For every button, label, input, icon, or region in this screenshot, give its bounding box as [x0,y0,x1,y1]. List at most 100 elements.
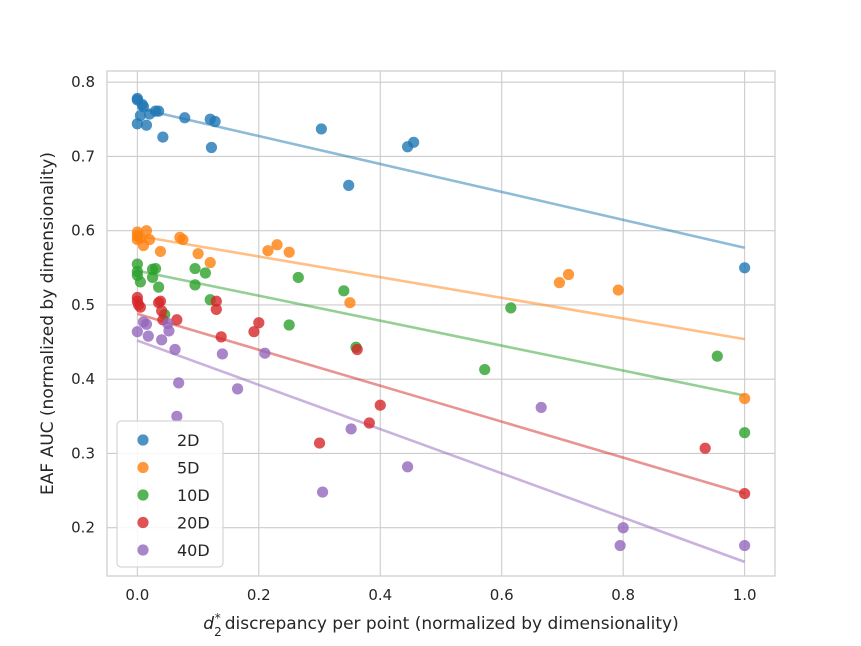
legend-marker-20d [137,516,149,529]
point-20d [699,442,711,454]
point-20d [134,301,146,313]
point-5d [177,233,189,246]
point-20d [253,317,265,329]
point-10d [505,302,517,314]
legend-label-2d: 2D [177,431,200,450]
point-10d [189,279,201,291]
y-tick-label: 0.4 [71,370,95,388]
point-2d [408,136,420,148]
y-tick-label: 0.6 [71,222,95,240]
point-40d [140,318,153,330]
point-5d [262,245,274,257]
fit-line-2d [137,106,745,250]
point-5d [154,245,167,258]
point-20d [210,303,222,315]
legend-marker-40d [137,544,149,556]
point-40d [535,401,547,414]
legend: 2D 5D 10D 20D 40D [116,420,224,568]
legend-label-10d: 10D [177,486,210,505]
point-20d [215,331,227,343]
x-tick-label: 1.0 [733,586,757,604]
point-40d [216,348,228,360]
point-20d [210,295,222,307]
point-40d [617,522,629,534]
point-2d [157,131,169,143]
point-10d [292,271,304,284]
point-40d [259,347,271,359]
point-40d [345,423,357,435]
point-40d [231,383,244,395]
point-5d [344,297,356,309]
point-20d [374,399,386,411]
point-2d [315,123,327,135]
point-40d [402,461,414,473]
point-40d [739,539,751,552]
y-tick-label: 0.8 [71,73,95,91]
x-tick-label: 0.2 [247,586,271,604]
point-40d [142,330,154,342]
point-2d [179,112,191,124]
x-tick-label: 0.0 [125,586,149,604]
point-10d [199,267,211,279]
point-5d [553,277,566,289]
x-ticks: 0.0 0.2 0.4 0.6 0.8 1.0 [125,586,756,604]
point-10d [711,350,723,362]
data-points [131,92,751,552]
legend-label-40d: 40D [177,541,210,560]
point-5d [612,284,624,296]
y-tick-label: 0.5 [71,296,95,314]
point-5d [140,225,153,237]
legend-marker-2d [137,434,149,446]
point-2d [205,141,218,154]
point-20d [171,314,183,326]
legend-marker-5d [137,461,149,474]
point-40d [614,539,626,552]
y-ticks: 0.2 0.3 0.4 0.5 0.6 0.7 0.8 [71,73,95,537]
point-20d [156,305,168,317]
fit-line-5d [137,234,745,341]
point-10d [283,319,295,331]
point-20d [154,295,167,307]
fit-lines [136,106,746,564]
point-10d [153,281,165,293]
point-10d [189,262,201,275]
point-10d [338,285,350,297]
point-2d [153,105,165,117]
y-axis-label: EAF AUC (normalized by dimensionality) [38,152,58,495]
point-40d [316,486,329,498]
point-5d [143,233,156,246]
fit-line-40d [136,339,746,564]
point-2d [137,101,150,113]
point-40d [163,325,175,337]
point-5d [283,246,295,258]
fit-line-10d [137,269,745,397]
point-40d [131,326,143,338]
x-tick-label: 0.6 [490,586,514,604]
point-20d [248,326,260,338]
point-5d [192,248,204,260]
y-tick-label: 0.2 [71,519,95,537]
fit-line-20d [136,312,746,495]
point-40d [171,410,183,422]
point-40d [169,343,181,356]
point-2d [134,109,146,122]
point-10d [149,262,162,275]
x-tick-label: 0.4 [368,586,392,604]
point-2d [209,115,221,128]
point-2d [140,119,153,131]
point-10d [479,363,491,376]
point-40d [173,377,185,389]
point-10d [739,427,751,439]
point-5d [739,392,751,405]
point-5d [271,239,283,251]
point-5d [562,268,575,281]
point-10d [134,276,146,288]
x-tick-label: 0.8 [611,586,635,604]
y-tick-label: 0.7 [71,147,95,165]
legend-marker-10d [137,489,149,501]
legend-box [116,420,224,568]
x-axis-label: d2* discrepancy per point (normalized by … [203,611,678,639]
point-20d [739,487,751,500]
point-40d [156,334,168,346]
